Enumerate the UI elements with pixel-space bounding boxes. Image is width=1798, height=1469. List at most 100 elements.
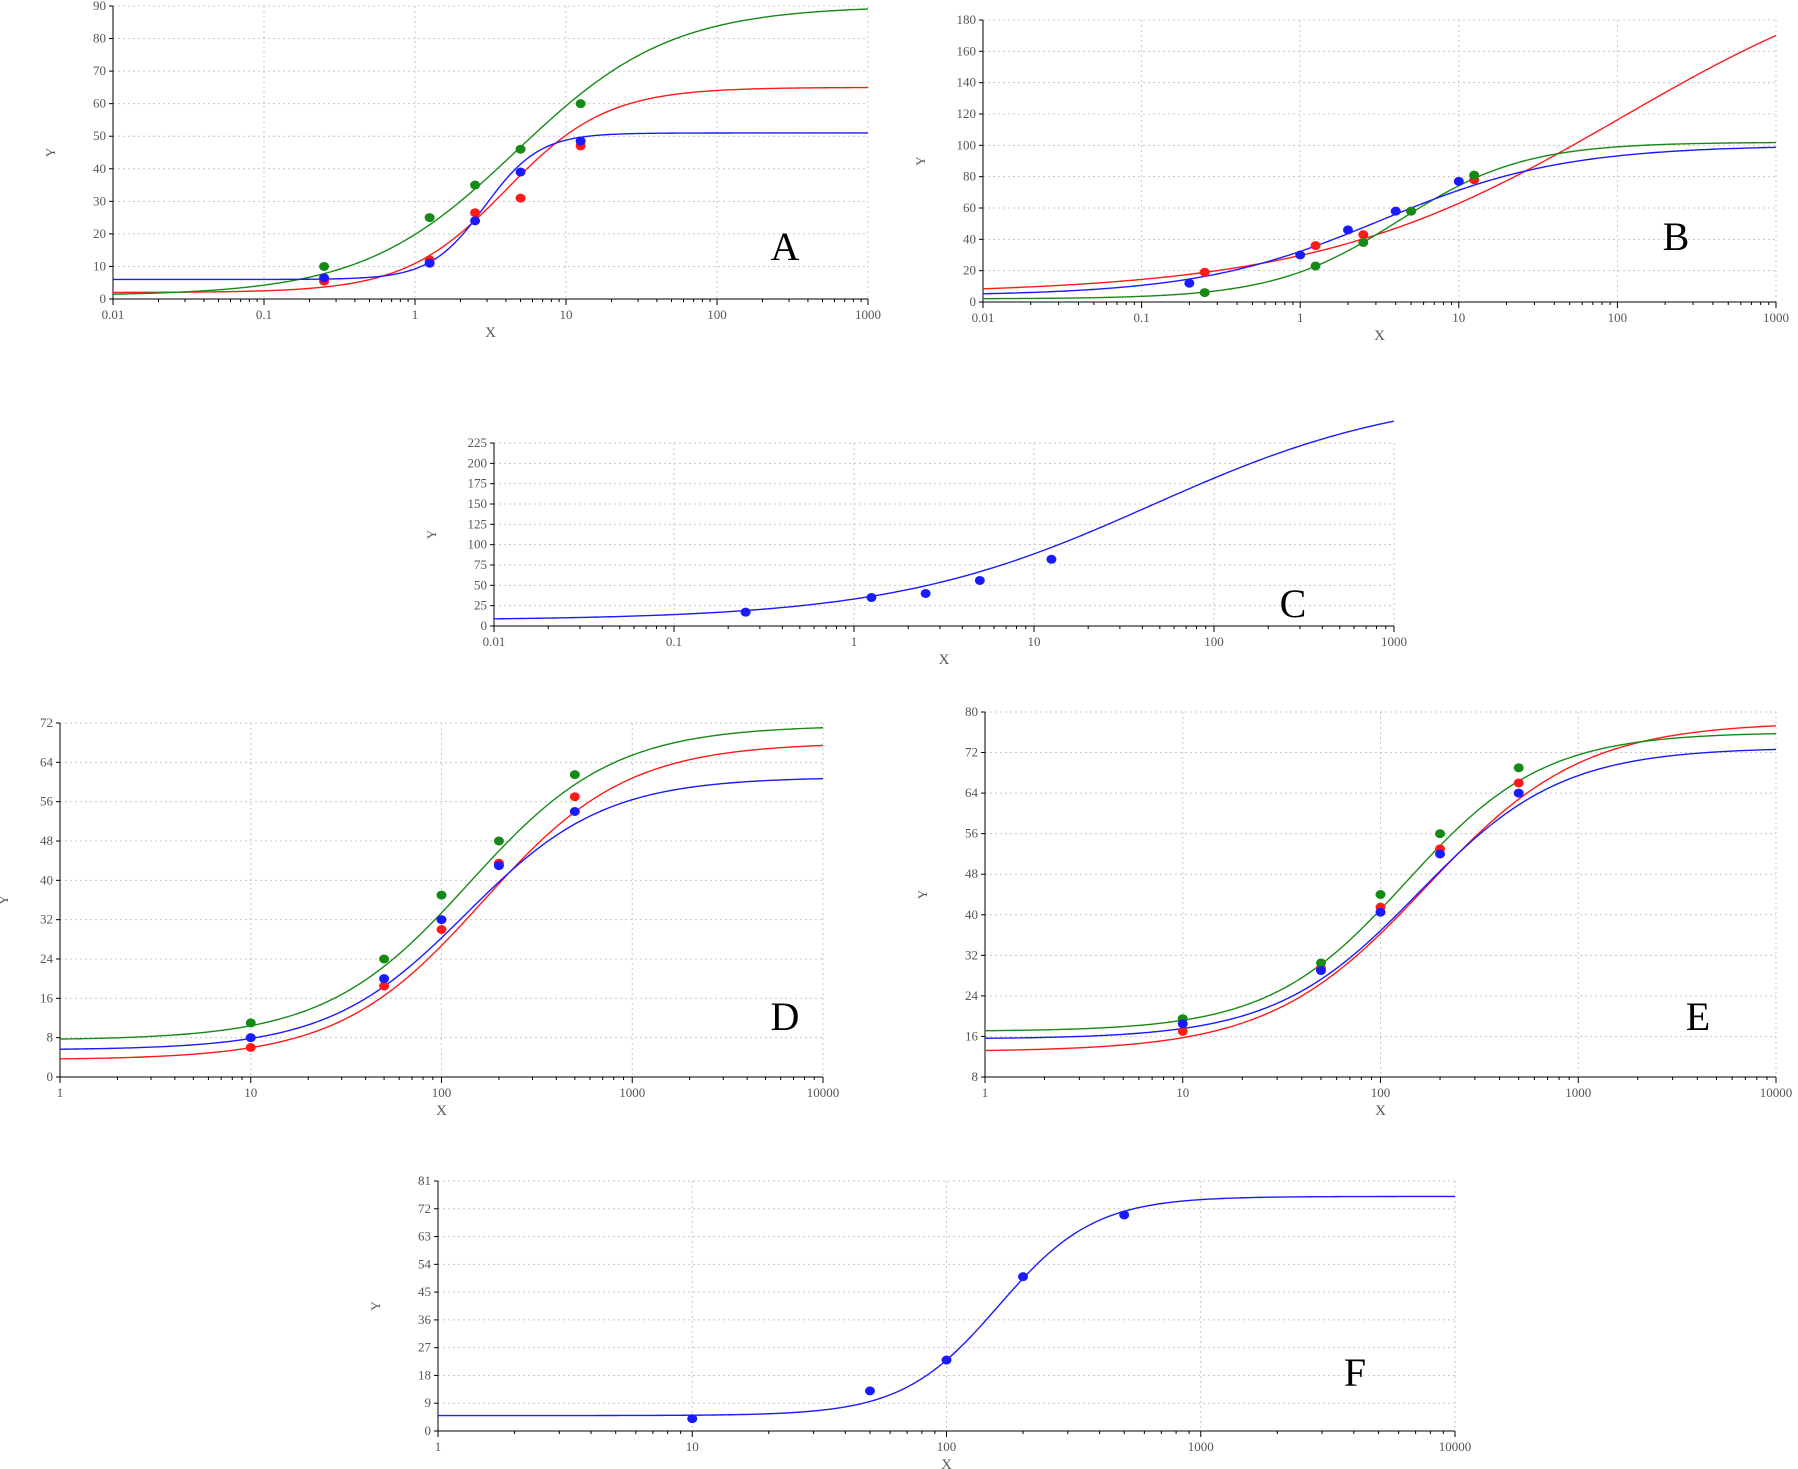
data-point-green [575,99,586,109]
data-point-green [319,261,330,271]
y-tick-label: 50 [474,577,487,592]
chart-panel-d: 0 8 16 24 32 40 48 56 64 72 1 10 100 1000 10000 X Y D [0,715,839,1119]
x-tick-label: 10000 [1760,1085,1793,1100]
panel-label: D [771,994,800,1039]
chart-panel-a: 0 10 20 30 40 50 60 70 80 90 0.01 0.1 1 10 100 1000 X Y A [43,0,881,341]
data-point-green [245,1018,256,1028]
x-tick-label: 1000 [1381,634,1407,649]
x-tick-label: 10 [1176,1085,1189,1100]
x-tick-label: 1000 [1565,1085,1591,1100]
y-tick-label: 40 [40,872,53,887]
x-tick-label: 1 [982,1085,989,1100]
y-tick-label: 175 [468,476,488,491]
x-tick-label: 100 [1371,1085,1391,1100]
y-tick-label: 100 [468,537,488,552]
series-green-curve [59,727,824,1040]
y-tick-label: 0 [100,291,107,306]
y-tick-label: 27 [418,1340,432,1355]
y-tick-label: 125 [468,516,488,531]
series-green-curve [112,8,869,295]
x-tick-label: 100 [1608,310,1628,325]
y-tick-label: 80 [963,169,976,184]
data-point-blue [319,273,330,283]
y-tick-label: 48 [40,833,53,848]
y-tick-label: 10 [93,258,106,273]
x-tick-label: 100 [1204,634,1224,649]
x-tick-label: 1000 [1763,310,1789,325]
data-point-green [1469,170,1480,180]
series-green-curve [982,141,1777,300]
data-point-red [1310,241,1321,251]
y-tick-label: 160 [957,43,977,58]
y-tick-label: 0 [481,618,488,633]
data-point-green [1310,261,1321,271]
y-tick-label: 16 [40,990,54,1005]
series-red-curve [113,86,869,294]
y-tick-label: 20 [93,226,106,241]
data-point-green [379,954,390,964]
data-point-green [1358,237,1369,247]
data-point-green [1406,206,1417,216]
data-point-blue [1513,788,1524,798]
data-point-green [1375,890,1386,899]
y-tick-label: 0 [425,1423,432,1438]
x-tick-label: 10000 [1439,1439,1472,1454]
y-tick-label: 72 [965,745,978,760]
y-tick-label: 45 [418,1284,431,1299]
data-point-green [493,836,504,846]
x-tick-label: 1 [412,307,419,322]
y-tick-label: 56 [40,794,54,809]
data-point-green [436,890,447,900]
x-axis-title: X [1375,1103,1386,1119]
data-point-blue [424,258,435,268]
data-point-blue [687,1414,698,1424]
y-tick-label: 180 [957,12,977,27]
y-tick-label: 9 [425,1395,432,1410]
chart-panel-f: 0 9 18 27 36 45 54 63 72 81 1 10 100 1000 10000 X Y F [368,1173,1471,1469]
x-tick-label: 1 [57,1085,64,1100]
x-tick-label: 10 [686,1439,699,1454]
chart-panel-c: 0 25 50 75 100 125 150 175 200 225 0.01 0.1 1 10 100 10… [424,420,1407,668]
data-point-green [515,144,526,154]
data-point-blue [575,136,586,146]
y-tick-label: 72 [418,1201,431,1216]
data-point-red [569,792,580,802]
y-tick-label: 32 [40,912,53,927]
y-axis-title: Y [0,895,11,905]
y-tick-label: 40 [93,161,106,176]
y-tick-label: 24 [40,951,54,966]
x-tick-label: 0.1 [256,307,272,322]
x-tick-label: 10 [1028,634,1041,649]
y-tick-label: 100 [957,137,977,152]
x-tick-label: 1000 [1188,1439,1214,1454]
y-tick-label: 20 [963,263,976,278]
x-tick-label: 10 [244,1085,257,1100]
x-axis-title: X [485,325,496,341]
y-tick-label: 81 [418,1173,431,1188]
y-tick-label: 60 [963,200,976,215]
x-axis-title: X [436,1103,447,1119]
data-point-blue [1390,206,1401,216]
x-tick-label: 0.01 [483,634,506,649]
y-tick-label: 25 [474,598,487,613]
data-point-green [1435,829,1446,839]
data-point-blue [866,593,877,603]
y-tick-label: 16 [965,1028,979,1043]
data-point-green [569,770,580,780]
y-tick-label: 60 [93,96,106,111]
y-axis-title: Y [424,529,439,539]
data-point-red [1199,267,1210,277]
data-point-blue [1375,907,1386,917]
data-point-red [515,193,526,203]
panel-label: A [771,224,800,269]
y-tick-label: 72 [40,715,53,730]
series-blue-curve [984,748,1777,1039]
y-tick-label: 64 [40,754,54,769]
y-tick-label: 8 [972,1069,979,1084]
panel-label: B [1663,214,1690,259]
y-tick-label: 80 [93,31,106,46]
data-point-blue [515,167,526,177]
data-point-red [436,925,447,934]
y-axis-title: Y [915,889,930,899]
data-point-green [1199,288,1210,298]
